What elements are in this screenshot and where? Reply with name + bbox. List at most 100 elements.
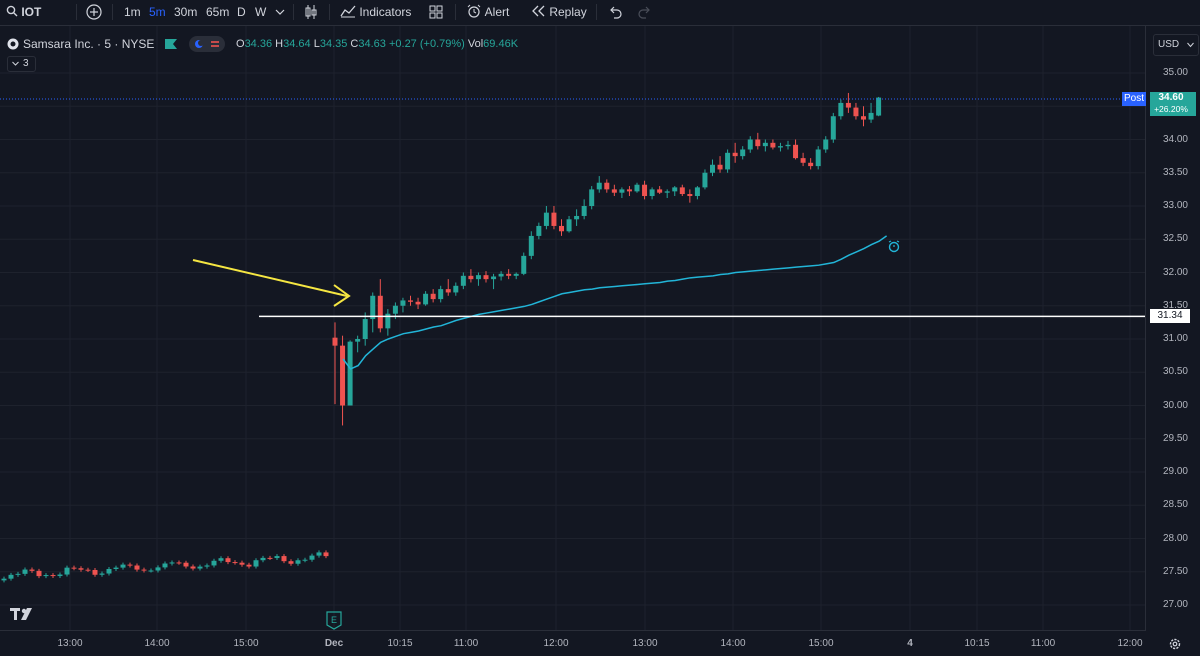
- undo-icon[interactable]: [606, 3, 624, 21]
- candle: [755, 132, 761, 150]
- candle: [785, 140, 791, 150]
- candle: [347, 340, 353, 406]
- interval-5m[interactable]: 5m: [149, 5, 166, 19]
- annotation-arrow: [192, 259, 351, 307]
- candle: [513, 272, 519, 280]
- candle: [679, 184, 685, 197]
- candle: [642, 180, 648, 200]
- candle: [8, 572, 14, 581]
- candles-style-icon[interactable]: [302, 3, 320, 21]
- indicators-button[interactable]: Indicators: [340, 0, 411, 25]
- legend-title[interactable]: Samsara Inc. · 5 · NYSE: [23, 37, 155, 51]
- candle: [800, 152, 806, 167]
- currency-label: USD: [1158, 39, 1180, 50]
- candle: [566, 215, 572, 233]
- candle: [438, 285, 444, 303]
- candle: [702, 169, 708, 190]
- compare-add-icon[interactable]: [85, 3, 103, 21]
- candle: [377, 279, 383, 333]
- candle: [732, 142, 738, 163]
- last-change-value: +26.20%: [1154, 104, 1188, 114]
- redo-icon[interactable]: [636, 3, 654, 21]
- candle: [22, 567, 28, 576]
- indicators-collapse-button[interactable]: 3: [7, 56, 36, 72]
- interval-d[interactable]: D: [237, 5, 246, 19]
- candle: [845, 92, 851, 113]
- candle: [302, 557, 308, 563]
- price-tick-label: 32.00: [1162, 266, 1188, 278]
- currency-selector[interactable]: USD: [1153, 34, 1199, 56]
- settings-gear-icon[interactable]: [1168, 637, 1182, 651]
- time-tick-label: 11:00: [453, 638, 479, 649]
- candle: [183, 560, 189, 569]
- market-status-flag-icon: [165, 39, 177, 49]
- price-tick-label: 29.50: [1162, 432, 1188, 444]
- open-label: O: [236, 38, 245, 50]
- candle: [453, 282, 459, 296]
- layout-grid-icon[interactable]: [427, 3, 445, 21]
- candle: [309, 553, 315, 562]
- symbol-search[interactable]: IOT: [6, 0, 41, 25]
- candle: [815, 146, 821, 170]
- divider: [455, 4, 456, 20]
- earnings-marker-icon: E: [326, 611, 342, 630]
- price-axis[interactable]: USD 35.0034.5034.0033.5033.0032.5032.003…: [1122, 26, 1200, 631]
- replay-button[interactable]: Replay: [530, 0, 587, 25]
- candle: [57, 572, 63, 579]
- open-value: 34.36: [244, 38, 273, 50]
- moon-icon: [195, 40, 204, 48]
- divider: [293, 4, 294, 20]
- session-toggle[interactable]: [189, 36, 225, 52]
- candle: [155, 565, 161, 573]
- candle: [581, 199, 587, 220]
- candle: [725, 149, 731, 173]
- candle: [316, 550, 322, 558]
- interval-30m[interactable]: 30m: [174, 5, 198, 19]
- equal-icon: [211, 41, 219, 47]
- time-tick-label: Dec: [324, 638, 344, 649]
- last-price-value: 34.60: [1158, 92, 1184, 103]
- candle: [626, 186, 632, 197]
- candle: [506, 269, 512, 280]
- samsara-logo: [7, 38, 19, 50]
- candle: [528, 231, 534, 260]
- candle: [611, 184, 617, 197]
- candle: [211, 558, 217, 568]
- alert-button[interactable]: Alert: [466, 0, 509, 25]
- price-tick-label: 30.50: [1162, 366, 1188, 378]
- candle: [838, 99, 844, 120]
- candle: [274, 554, 280, 561]
- symbol-text: IOT: [21, 5, 42, 19]
- interval-1m[interactable]: 1m: [124, 5, 141, 19]
- candle: [71, 565, 77, 571]
- close-value: 34.63: [358, 38, 386, 50]
- interval-w[interactable]: W: [255, 5, 267, 19]
- candle: [239, 560, 245, 567]
- divider: [596, 4, 597, 20]
- post-market-tag: Post: [1122, 92, 1146, 106]
- interval-65m[interactable]: 65m: [206, 5, 230, 19]
- price-tick-label: 27.00: [1162, 599, 1188, 610]
- candle: [340, 335, 346, 426]
- candle: [777, 142, 783, 152]
- candle: [362, 312, 368, 346]
- candle: [589, 186, 595, 210]
- time-tick-label: 15:00: [808, 638, 834, 649]
- candle: [717, 156, 723, 173]
- candle: [657, 186, 663, 195]
- price-chart[interactable]: E: [0, 26, 1145, 630]
- candle: [253, 558, 259, 569]
- candle: [204, 563, 210, 569]
- horizontal-level-price-tag: 31.34: [1150, 309, 1190, 324]
- time-tick-label: 14:00: [144, 638, 170, 649]
- candle: [536, 222, 542, 240]
- candle: [385, 309, 391, 336]
- earnings-marker-label: E: [331, 615, 337, 625]
- chevron-down-icon[interactable]: [271, 3, 289, 21]
- time-axis[interactable]: 13:00 14:00 15:00 Dec 10:15 11:00 12:00 13:00 14…: [0, 630, 1145, 656]
- change-value: +0.27 (+0.79%): [388, 38, 465, 50]
- candle: [543, 206, 549, 230]
- candle: [762, 139, 768, 152]
- candle: [823, 136, 829, 153]
- candle: [687, 189, 693, 203]
